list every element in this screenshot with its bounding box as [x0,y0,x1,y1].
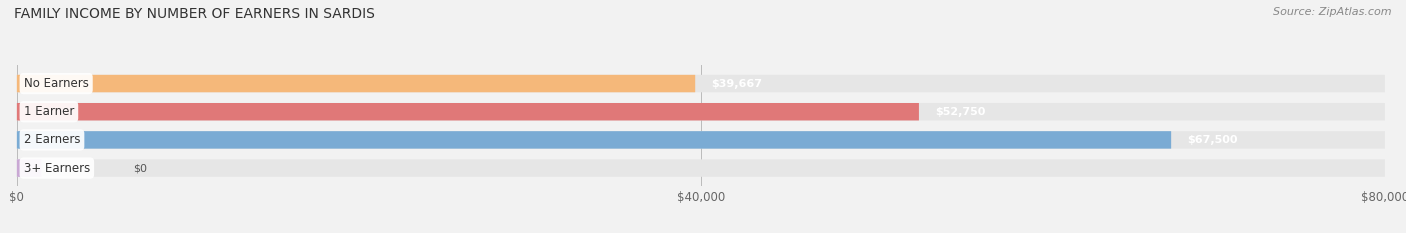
FancyBboxPatch shape [17,131,1385,149]
Text: $39,667: $39,667 [711,79,762,89]
Text: FAMILY INCOME BY NUMBER OF EARNERS IN SARDIS: FAMILY INCOME BY NUMBER OF EARNERS IN SA… [14,7,375,21]
FancyBboxPatch shape [17,131,1171,149]
Text: Source: ZipAtlas.com: Source: ZipAtlas.com [1274,7,1392,17]
Text: 1 Earner: 1 Earner [24,105,75,118]
FancyBboxPatch shape [17,103,1385,120]
Text: 2 Earners: 2 Earners [24,134,80,146]
FancyBboxPatch shape [17,159,42,177]
Text: 3+ Earners: 3+ Earners [24,161,90,175]
Text: No Earners: No Earners [24,77,89,90]
FancyBboxPatch shape [17,103,920,120]
FancyBboxPatch shape [17,75,695,92]
FancyBboxPatch shape [17,159,1385,177]
Text: $52,750: $52,750 [935,107,986,117]
Text: $0: $0 [134,163,148,173]
Text: $67,500: $67,500 [1188,135,1239,145]
FancyBboxPatch shape [17,75,1385,92]
